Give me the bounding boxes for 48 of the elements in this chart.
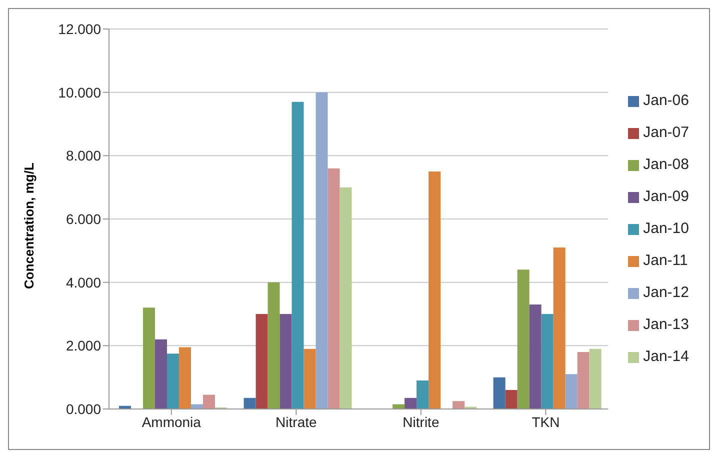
legend-label: Jan-13 — [643, 316, 689, 333]
y-tick-label: 10.000 — [58, 84, 102, 100]
bar — [268, 282, 280, 409]
legend-label: Jan-12 — [643, 284, 689, 301]
y-tick-label: 2.000 — [66, 338, 102, 354]
bar — [316, 92, 328, 409]
bar — [178, 347, 191, 409]
bar — [404, 398, 417, 409]
bar — [428, 172, 441, 409]
bar — [292, 102, 304, 409]
bar — [565, 374, 578, 409]
bar — [244, 398, 256, 409]
bar — [304, 348, 316, 409]
legend-label: Jan-07 — [643, 124, 689, 141]
bar — [589, 348, 602, 409]
legend-label: Jan-09 — [643, 188, 689, 205]
legend-label: Jan-14 — [643, 348, 689, 365]
bar — [505, 390, 518, 409]
x-tick-label: Nitrate — [276, 414, 318, 430]
bar — [577, 352, 590, 409]
bar — [142, 308, 155, 409]
x-tick-label: Nitrite — [402, 414, 440, 430]
y-tick-label: 4.000 — [66, 274, 102, 290]
bar — [166, 354, 179, 409]
bar — [340, 187, 352, 409]
bar — [517, 270, 530, 409]
bar — [541, 314, 554, 409]
bar — [416, 380, 429, 409]
legend-label: Jan-06 — [643, 92, 689, 109]
y-tick-label: 6.000 — [66, 210, 102, 227]
y-axis-title: Concentration, mg/L — [22, 162, 37, 289]
bar — [493, 377, 506, 409]
bar — [452, 401, 465, 409]
y-tick-label: 8.000 — [66, 148, 102, 164]
x-tick-label: TKN — [532, 414, 560, 430]
bar — [280, 314, 292, 409]
y-tick-label: 0.000 — [66, 400, 102, 417]
y-tick-label: 12.000 — [58, 20, 102, 37]
bar — [529, 304, 542, 409]
bar — [154, 339, 167, 409]
legend-label: Jan-08 — [643, 156, 689, 173]
legend-label: Jan-10 — [643, 220, 689, 237]
bar — [256, 314, 268, 409]
legend-label: Jan-11 — [643, 252, 688, 269]
bar — [202, 394, 215, 409]
bar — [328, 168, 340, 409]
x-tick-label: Ammonia — [142, 414, 202, 430]
bar — [553, 248, 566, 409]
